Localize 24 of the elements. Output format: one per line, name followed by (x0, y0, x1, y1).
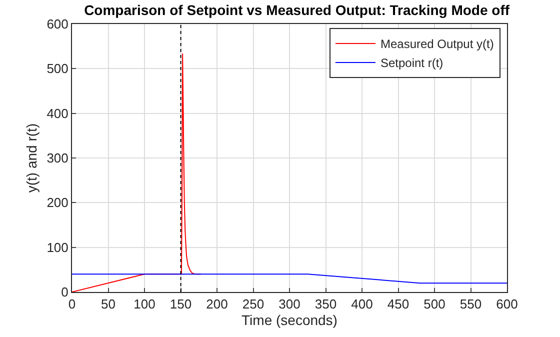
x-tick-label: 200 (206, 296, 228, 312)
chart-title: Comparison of Setpoint vs Measured Output: Tracking Mode off (84, 2, 510, 18)
x-tick-label: 100 (134, 296, 156, 312)
x-tick-label: 150 (170, 296, 192, 312)
x-tick-label: 600 (496, 296, 518, 312)
y-tick-label: 600 (46, 16, 68, 32)
y-tick-label: 0 (61, 284, 68, 300)
x-tick-label: 500 (424, 296, 446, 312)
x-tick-label: 300 (278, 296, 300, 312)
x-tick-label: 450 (387, 296, 410, 312)
y-tick-label: 400 (46, 106, 68, 121)
x-tick-label: 550 (460, 296, 482, 312)
y-tick-label: 100 (46, 240, 68, 255)
x-tick-label: 50 (101, 296, 116, 312)
x-axis-title: Time (seconds) (242, 312, 338, 328)
y-tick-label: 200 (46, 195, 68, 210)
legend-label: Setpoint r(t) (380, 56, 444, 70)
x-tick-label: 400 (351, 296, 373, 312)
legend-label: Measured Output y(t) (380, 37, 494, 52)
y-axis-title: y(t) and r(t) (23, 123, 40, 193)
y-tick-label: 300 (46, 150, 68, 166)
y-tick-label: 500 (46, 61, 68, 76)
x-tick-label: 350 (314, 296, 337, 312)
x-tick-label: 250 (242, 296, 264, 312)
